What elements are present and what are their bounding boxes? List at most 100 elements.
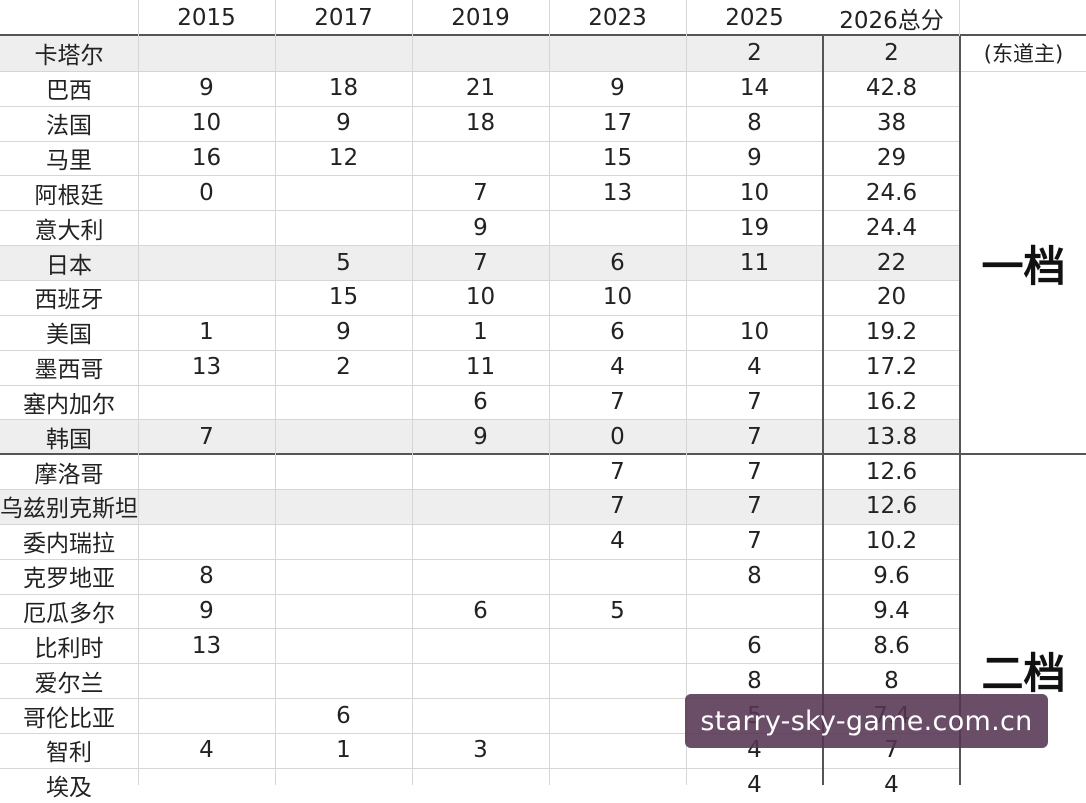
grid-line	[275, 0, 276, 785]
total-score-cell: 8	[884, 667, 899, 694]
total-score-cell: 38	[876, 110, 907, 137]
grid-line	[686, 0, 687, 785]
team-name: 摩洛哥	[34, 461, 104, 488]
total-score-cell: 42.8	[865, 75, 918, 102]
score-cell: 11	[739, 249, 770, 276]
score-cell: 7	[199, 423, 214, 450]
team-name: 厄瓜多尔	[23, 601, 115, 628]
grid-line	[0, 419, 960, 421]
grid-line	[0, 489, 960, 491]
total-score-cell: 22	[876, 249, 907, 276]
score-cell: 6	[610, 249, 625, 276]
score-cell: 9	[610, 75, 625, 102]
score-cell: 6	[473, 598, 488, 625]
tier-two-label: 二档	[981, 648, 1066, 698]
score-cell: 9	[747, 144, 762, 171]
total-score-cell: 19.2	[865, 319, 918, 346]
score-cell: 7	[610, 493, 625, 520]
total-score-cell: 17.2	[865, 354, 918, 381]
team-name: 埃及	[46, 775, 92, 802]
score-cell	[138, 454, 275, 489]
score-cell: 7	[610, 388, 625, 415]
score-cell: 4	[610, 354, 625, 381]
score-cell	[412, 768, 549, 803]
score-cell: 21	[465, 75, 496, 102]
total-score-cell: 12.6	[865, 458, 918, 485]
total-score-cell: 2	[884, 40, 899, 67]
score-cell: 19	[739, 214, 770, 241]
grid-line	[412, 0, 413, 785]
score-cell	[275, 663, 412, 698]
score-cell: 9	[199, 75, 214, 102]
score-cell	[549, 698, 686, 733]
team-name: 乌兹别克斯坦	[0, 496, 138, 523]
grid-line	[959, 0, 960, 36]
score-cell: 13	[602, 179, 633, 206]
grid-line	[0, 558, 960, 560]
team-name: 日本	[46, 252, 92, 279]
score-cell: 4	[747, 772, 762, 799]
row-shading	[0, 245, 960, 280]
score-cell: 7	[610, 458, 625, 485]
team-name: 比利时	[34, 635, 104, 662]
team-name: 卡塔尔	[34, 43, 104, 70]
score-cell: 2	[336, 354, 351, 381]
total-score-cell: 24.4	[865, 214, 918, 241]
score-cell	[138, 245, 275, 280]
team-name: 塞内加尔	[23, 391, 115, 418]
score-cell: 12	[328, 144, 359, 171]
score-cell	[412, 141, 549, 176]
grid-line	[0, 349, 960, 351]
score-cell	[412, 698, 549, 733]
score-cell: 10	[602, 284, 633, 311]
grid-line	[0, 733, 960, 734]
score-cell	[686, 594, 823, 629]
total-score-cell: 9.4	[873, 598, 910, 625]
grid-line	[0, 767, 960, 769]
score-cell	[275, 628, 412, 663]
total-score-cell: 9.6	[873, 563, 910, 590]
grid-line	[0, 663, 960, 665]
score-cell	[549, 36, 686, 71]
team-name: 智利	[46, 740, 92, 767]
score-cell: 7	[747, 388, 762, 415]
team-name: 西班牙	[34, 287, 104, 314]
score-cell: 13	[191, 354, 222, 381]
score-cell: 17	[602, 110, 633, 137]
score-cell	[275, 594, 412, 629]
score-cell	[275, 768, 412, 803]
total-score-cell: 8.6	[873, 632, 910, 659]
score-cell	[686, 280, 823, 315]
score-cell	[138, 663, 275, 698]
score-cell	[275, 175, 412, 210]
score-cell	[549, 768, 686, 803]
score-cell: 8	[747, 563, 762, 590]
column-header: 2017	[314, 4, 373, 31]
host-note: (东道主)	[983, 42, 1064, 67]
score-cell: 6	[336, 702, 351, 729]
row-shading	[0, 489, 960, 524]
tier-column-border	[959, 36, 961, 785]
grid-line	[0, 70, 960, 72]
score-cell	[412, 559, 549, 594]
score-cell: 6	[747, 632, 762, 659]
team-name: 墨西哥	[34, 357, 104, 384]
row-shading	[0, 36, 960, 71]
score-cell	[412, 454, 549, 489]
score-cell	[138, 210, 275, 245]
score-cell	[549, 733, 686, 768]
score-cell	[138, 385, 275, 420]
column-header: 2026总分	[839, 7, 944, 34]
score-cell: 11	[465, 354, 496, 381]
score-cell: 10	[739, 319, 770, 346]
score-cell	[275, 385, 412, 420]
score-cell: 1	[473, 319, 488, 346]
score-cell: 7	[473, 179, 488, 206]
score-cell	[549, 210, 686, 245]
score-cell	[275, 559, 412, 594]
score-cell	[412, 489, 549, 524]
total-score-cell: 24.6	[865, 179, 918, 206]
total-score-cell: 16.2	[865, 388, 918, 415]
score-cell: 4	[199, 737, 214, 764]
grid-line	[0, 140, 960, 142]
